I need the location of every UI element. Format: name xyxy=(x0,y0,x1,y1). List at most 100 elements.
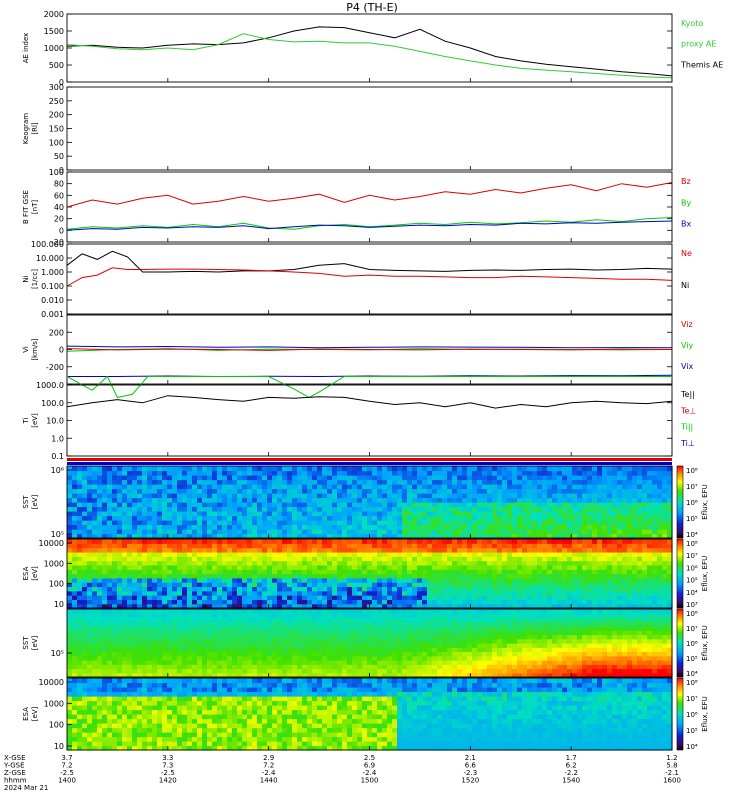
cell xyxy=(227,524,233,530)
cell xyxy=(587,560,593,566)
cell xyxy=(297,655,303,661)
cell xyxy=(652,586,658,592)
cell xyxy=(607,466,613,472)
cell xyxy=(322,613,328,619)
cell xyxy=(307,475,313,481)
cell xyxy=(532,547,538,553)
cell xyxy=(402,573,408,579)
cell xyxy=(232,569,238,575)
cell xyxy=(107,638,113,644)
cell xyxy=(642,475,648,481)
cell xyxy=(327,647,333,653)
cell xyxy=(332,569,338,575)
cell xyxy=(617,586,623,592)
cell xyxy=(572,493,578,499)
cell xyxy=(197,515,203,521)
cell xyxy=(382,603,388,609)
cell xyxy=(222,586,228,592)
cell xyxy=(152,488,158,494)
cell xyxy=(462,470,468,476)
cell xyxy=(137,634,143,640)
cell xyxy=(147,569,153,575)
cell xyxy=(577,524,583,530)
cell xyxy=(222,479,228,485)
cell xyxy=(532,497,538,503)
cell xyxy=(247,475,253,481)
cell xyxy=(177,506,183,512)
cell xyxy=(117,547,123,553)
cell xyxy=(147,484,153,490)
cell xyxy=(357,520,363,526)
cell xyxy=(437,599,443,605)
cell xyxy=(442,547,448,553)
cell xyxy=(72,547,78,553)
ytick-label: 500 xyxy=(49,61,64,70)
cell xyxy=(287,590,293,596)
cell xyxy=(332,595,338,600)
cell xyxy=(232,543,238,549)
cell xyxy=(82,660,88,665)
cell xyxy=(92,484,98,490)
cell xyxy=(402,475,408,481)
cell xyxy=(77,586,83,592)
cell xyxy=(562,590,568,596)
cell xyxy=(602,556,608,562)
cell xyxy=(377,543,383,549)
cell xyxy=(392,556,398,562)
cell xyxy=(227,621,233,627)
cell xyxy=(192,560,198,566)
cell xyxy=(257,586,263,592)
cell xyxy=(617,466,623,472)
cell xyxy=(477,599,483,605)
cell xyxy=(417,590,423,596)
cell xyxy=(257,551,263,557)
cell xyxy=(362,551,368,557)
cell xyxy=(317,590,323,596)
cell xyxy=(442,556,448,562)
cell xyxy=(427,543,433,549)
cell xyxy=(72,573,78,579)
cell xyxy=(607,493,613,499)
cell xyxy=(87,484,93,490)
cell xyxy=(112,520,118,526)
cell xyxy=(627,573,633,579)
cell xyxy=(262,466,268,472)
cell xyxy=(397,511,403,517)
cell xyxy=(277,475,283,481)
cell xyxy=(322,533,328,539)
cell xyxy=(407,603,413,609)
cell xyxy=(247,647,253,653)
cell xyxy=(287,634,293,640)
cell xyxy=(302,638,308,644)
cell xyxy=(542,551,548,557)
cell xyxy=(137,647,143,653)
cell xyxy=(202,560,208,566)
cell xyxy=(537,599,543,605)
cell xyxy=(392,488,398,494)
cell xyxy=(452,484,458,490)
cell xyxy=(227,569,233,575)
cell xyxy=(177,573,183,579)
cell xyxy=(207,613,213,619)
cell xyxy=(562,497,568,503)
cell xyxy=(337,609,343,614)
cell xyxy=(612,539,618,544)
cell xyxy=(562,506,568,512)
cell xyxy=(627,569,633,575)
cell xyxy=(252,547,258,553)
cell xyxy=(652,488,658,494)
cell xyxy=(307,466,313,472)
cell xyxy=(192,638,198,644)
cell xyxy=(217,551,223,557)
cell xyxy=(192,556,198,562)
cell xyxy=(282,664,288,670)
cell xyxy=(477,582,483,588)
cell xyxy=(157,484,163,490)
cell xyxy=(172,621,178,627)
cell xyxy=(307,520,313,526)
cell xyxy=(327,533,333,539)
cell xyxy=(457,479,463,485)
cell xyxy=(222,547,228,553)
cell xyxy=(142,577,148,583)
cell xyxy=(367,520,373,526)
